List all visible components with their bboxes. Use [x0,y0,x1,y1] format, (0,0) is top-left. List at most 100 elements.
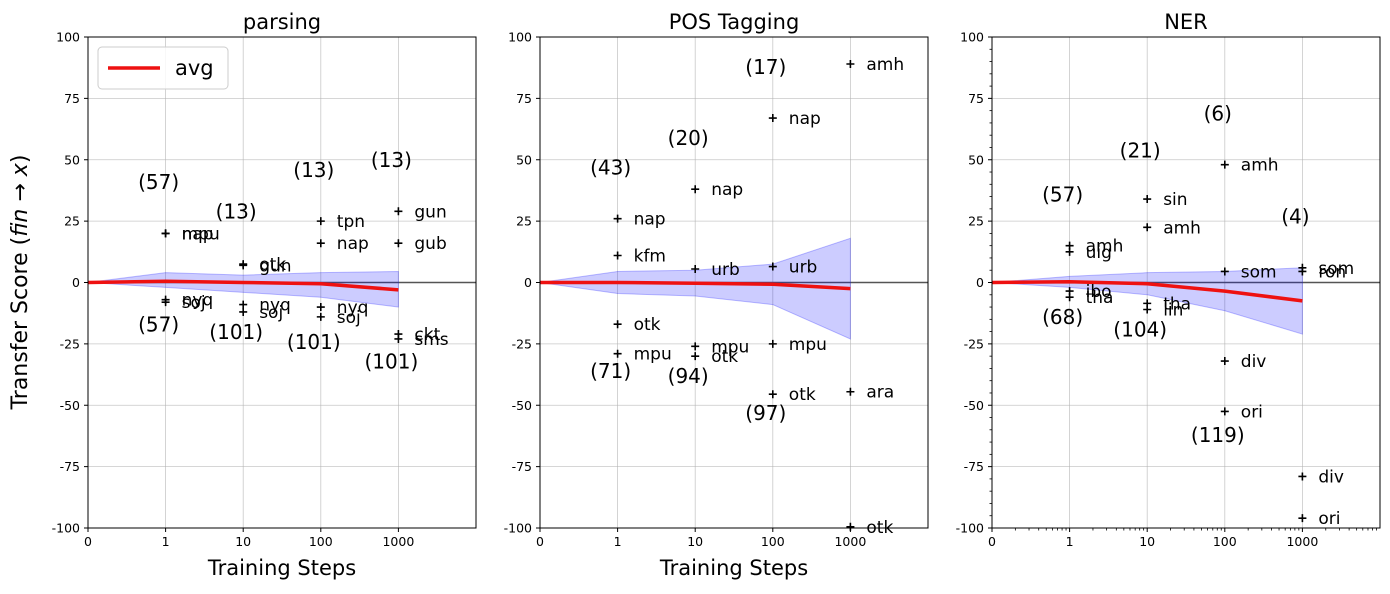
data-point-mpu [161,229,170,238]
x-tick-label: 100 [309,534,333,549]
count-label: (101) [287,330,341,354]
point-label-otk: otk [711,347,738,367]
y-tick-label: -100 [52,521,80,536]
x-tick-label: 10 [1139,534,1155,549]
count-label: (43) [590,155,631,179]
data-point-som [1220,267,1229,276]
y-tick-label: 0 [976,275,984,290]
count-label: (57) [1042,182,1083,206]
point-label-otk: otk [789,385,816,405]
point-label-nap: nap [789,109,821,129]
y-axis-label-math: fin → x [8,162,33,237]
data-point-mpu [613,349,622,358]
point-label-nyq: nyq [337,298,369,318]
count-label: (13) [216,200,257,224]
point-label-nap: nap [634,210,666,230]
point-label-amh: amh [1086,237,1124,257]
point-label-gub: gub [414,234,446,254]
x-tick-label: 10 [235,534,251,549]
point-label-div: div [1241,352,1267,372]
panel-2: napkfmotkmpunapurbmpuotknapurbmpuotkamha… [504,10,929,580]
point-label-ori: ori [1318,509,1340,529]
x-tick-label: 1 [1066,534,1074,549]
data-point-nyq [239,300,248,309]
data-point-ori [1220,407,1229,416]
data-point-otk [613,320,622,329]
count-label: (57) [138,170,179,194]
point-label-tha: tha [1163,294,1191,314]
x-tick-label: 100 [1213,534,1237,549]
point-label-nyq: nyq [182,291,214,311]
data-point-soj [239,307,248,316]
y-tick-label: -75 [964,459,984,474]
count-label: (13) [293,158,334,182]
point-label-nyq: nyq [259,296,291,316]
data-point-div [1298,472,1307,481]
point-label-nap: nap [711,180,743,200]
x-axis-label: Training Steps [659,556,808,580]
point-label-ron: ron [1318,262,1346,282]
data-point-nyq [316,303,325,312]
data-point-soj [316,312,325,321]
count-label: (20) [668,126,709,150]
legend-label: avg [175,56,214,80]
data-point-otk [691,352,700,361]
x-tick-label: 1000 [1286,534,1318,549]
y-tick-label: -75 [512,459,532,474]
point-label-kfm: kfm [634,246,666,266]
y-tick-label: -75 [60,459,80,474]
point-label-urb: urb [711,260,740,280]
y-tick-label: 100 [960,30,984,45]
count-label: (104) [1113,318,1167,342]
x-tick-label: 100 [761,534,785,549]
count-label: (57) [138,313,179,337]
point-label-soj: soj [337,308,361,328]
y-tick-label: -50 [964,398,984,413]
data-point-amh [1220,160,1229,169]
point-label-ibo: ibo [1086,282,1112,302]
point-label-nap: nap [337,234,369,254]
y-tick-label: 0 [72,275,80,290]
panel-title: POS Tagging [669,10,800,34]
count-label: (21) [1120,138,1161,162]
point-label-mpu: mpu [634,345,672,365]
data-point-sms [394,334,403,343]
data-point-urb [768,262,777,271]
data-point-nap [768,114,777,123]
y-tick-label: 75 [516,91,532,106]
y-axis-label-main: Transfer Score ( [8,237,33,411]
count-label: (68) [1042,305,1083,329]
y-tick-label: 50 [64,152,80,167]
data-point-otk [768,390,777,399]
point-label-ori: ori [1241,402,1263,422]
avg-line [540,280,851,291]
data-point-uig [1065,247,1074,256]
point-label-otk: otk [259,255,286,275]
point-label-otk: otk [634,315,661,335]
data-point-gun [394,207,403,216]
x-tick-label: 10 [687,534,703,549]
point-label-nap: nap [182,224,214,244]
data-point-soj [161,298,170,307]
legend-box [97,46,229,90]
data-point-nap [316,239,325,248]
point-label-mpu: mpu [182,224,220,244]
data-point-gub [394,239,403,248]
y-tick-label: -100 [504,521,532,536]
figure-y-axis-label: Transfer Score (fin → x) [8,155,33,411]
count-label: (6) [1204,101,1232,125]
data-point-ron [1298,267,1307,276]
point-label-tpn: tpn [337,212,365,232]
x-tick-label: 1 [614,534,622,549]
y-tick-label: 75 [64,91,80,106]
point-label-gun: gun [259,256,291,276]
count-label: (94) [668,364,709,388]
y-tick-label: 100 [508,30,532,45]
x-tick-label: 1 [162,534,170,549]
x-tick-label: 0 [84,534,92,549]
panel-1: napmpunyqsojotkgunnyqsojtpnnapnyqsojgung… [52,10,477,580]
y-tick-label: 50 [968,152,984,167]
data-point-ara [846,387,855,396]
data-point-mpu [768,339,777,348]
